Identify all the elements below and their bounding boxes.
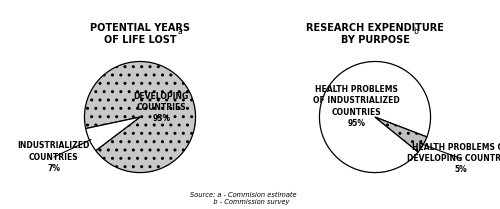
Text: OF LIFE LOST: OF LIFE LOST	[104, 35, 176, 45]
Text: DEVELOPING
COUNTRIES
93%: DEVELOPING COUNTRIES 93%	[134, 92, 189, 123]
Wedge shape	[375, 117, 427, 152]
Wedge shape	[320, 61, 430, 173]
Text: POTENTIAL YEARS: POTENTIAL YEARS	[90, 23, 190, 33]
Wedge shape	[86, 117, 140, 151]
Text: Source: a - Commision estimate
           b - Commission survey: Source: a - Commision estimate b - Commi…	[190, 192, 296, 205]
Wedge shape	[84, 61, 196, 173]
Text: INDUSTRIALIZED
COUNTRIES
7%: INDUSTRIALIZED COUNTRIES 7%	[18, 139, 91, 173]
Text: a: a	[178, 27, 183, 36]
Text: BY PURPOSE: BY PURPOSE	[340, 35, 409, 45]
Text: HEALTH PROBLEMS
OF INDUSTRIALIZED
COUNTRIES
95%: HEALTH PROBLEMS OF INDUSTRIALIZED COUNTR…	[314, 85, 400, 128]
Text: HEALTH PROBLEMS OF
DEVELOPING COUNTRIES
5%: HEALTH PROBLEMS OF DEVELOPING COUNTRIES …	[408, 143, 500, 174]
Text: b: b	[413, 27, 418, 36]
Text: RESEARCH EXPENDITURE: RESEARCH EXPENDITURE	[306, 23, 444, 33]
